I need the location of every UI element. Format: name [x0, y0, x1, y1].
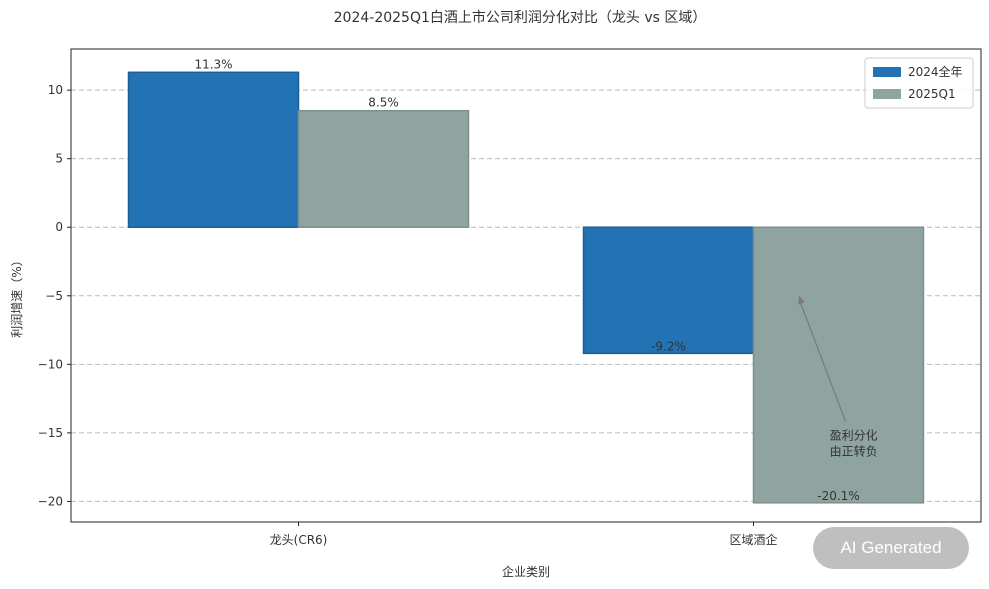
ai-generated-badge: AI Generated [813, 527, 969, 569]
x-tick-label: 龙头(CR6) [270, 533, 328, 547]
y-tick-label: −15 [38, 426, 63, 440]
legend: 2024全年 2025Q1 [864, 57, 974, 109]
y-tick-label: 0 [55, 220, 63, 234]
legend-label: 2024全年 [908, 64, 963, 79]
x-tick-label: 区域酒企 [729, 532, 777, 547]
data-label: 8.5% [368, 96, 399, 110]
annotation-text: 由正转负 [830, 444, 878, 459]
annotation-text: 盈利分化 [830, 429, 878, 443]
bar [127, 71, 300, 228]
legend-swatch [873, 67, 901, 77]
y-tick-label: −5 [45, 289, 63, 303]
data-label: 11.3% [194, 57, 232, 71]
bar [582, 226, 755, 355]
data-label: -9.2% [651, 339, 686, 353]
data-label: -20.1% [817, 489, 859, 503]
bar [297, 109, 470, 228]
chart-title: 2024-2025Q1白酒上市公司利润分化对比（龙头 vs 区域） [334, 9, 707, 26]
y-tick-label: −10 [38, 357, 63, 371]
x-axis-label: 企业类别 [502, 564, 550, 579]
y-tick-label: 10 [48, 83, 63, 97]
y-axis: 10 5 0 −5 −10 −15 −20 [38, 83, 71, 508]
y-tick-label: −20 [38, 494, 63, 508]
annotation-arrow-line [798, 298, 847, 422]
y-axis-label: 利润增速（%） [10, 254, 24, 337]
legend-label: 2025Q1 [908, 87, 956, 101]
x-axis: 龙头(CR6) 区域酒企 [270, 522, 778, 547]
plot-frame [70, 48, 982, 523]
bar [752, 226, 925, 504]
y-tick-label: 5 [55, 152, 63, 166]
data-labels: 11.3% -9.2% 8.5% -20.1% [194, 57, 859, 502]
legend-swatch [873, 89, 901, 99]
annotation-arrow-head [798, 295, 806, 305]
bars [127, 71, 925, 504]
